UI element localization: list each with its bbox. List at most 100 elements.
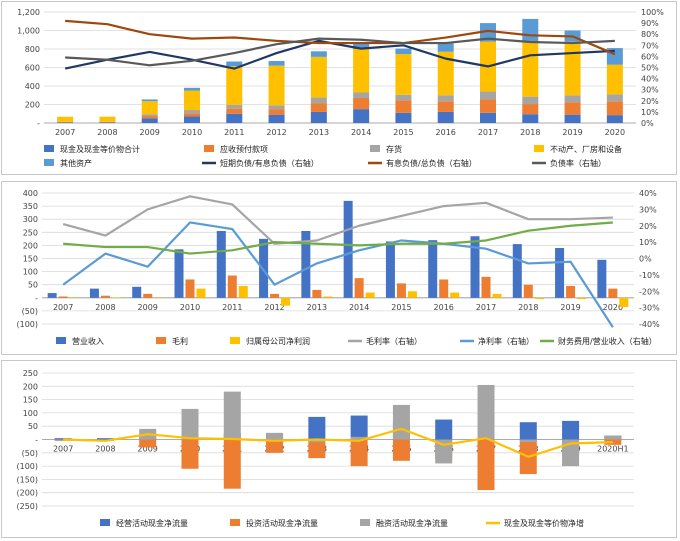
y-tick-label: 600 [25, 64, 40, 73]
x-tick-label: 2008 [95, 303, 115, 312]
y-tick-label: 100 [23, 268, 38, 277]
bar [395, 112, 412, 123]
bar [343, 200, 353, 298]
bar [308, 416, 326, 440]
bar [396, 283, 406, 298]
bar [310, 97, 327, 104]
bar [268, 114, 285, 123]
y2-tick-label: 100% [641, 8, 664, 17]
legend-label: 存货 [386, 144, 402, 154]
legend-swatch [534, 145, 544, 152]
bar [184, 87, 200, 91]
y-tick-label: 300 [23, 215, 38, 224]
legend-swatch [360, 519, 370, 526]
bar [310, 103, 327, 112]
bar [437, 95, 454, 102]
series-line [63, 427, 613, 458]
y-tick-label: 800 [25, 45, 40, 54]
legend-label: 归属母公司净利润 [246, 336, 310, 346]
cashflow-chart: 250 200 150 100 50 - (50) (100) (150) (200) (250) 2… [16, 369, 634, 528]
y2-tick-label: 40% [639, 189, 657, 198]
legend-label: 有息负债/总负债（右轴） [386, 158, 477, 168]
bar [226, 108, 243, 114]
series-line [63, 221, 613, 255]
bar [301, 230, 311, 298]
bar [154, 297, 164, 298]
bar [181, 408, 199, 440]
x-tick-label: 2012 [264, 303, 284, 312]
bar [238, 286, 248, 298]
bar [100, 295, 110, 298]
bar [99, 116, 116, 122]
bar [350, 436, 368, 440]
legend-swatch [204, 145, 214, 152]
bar [353, 49, 370, 93]
bar [111, 297, 121, 299]
y2-tick-label: 90% [641, 19, 659, 28]
bar [480, 23, 496, 42]
y-tick-label: 200 [25, 101, 40, 110]
x-tick-label: 2020 [603, 303, 623, 312]
y2-tick-label: 70% [641, 41, 659, 50]
x-tick-label: 2007 [55, 128, 75, 137]
assets-liabilities-chart-panel: - 200 400 600 800 1,000 1,200 0% 10% 20% 30% 40% 50%… [1, 1, 677, 175]
legend-label: 投资活动现金净流量 [246, 518, 318, 528]
legend-label: 负债率（右轴） [550, 158, 606, 168]
bar [577, 297, 587, 300]
bar [226, 104, 243, 109]
legend-swatch [56, 337, 66, 344]
y-tick-label: - [35, 436, 38, 445]
bar [606, 64, 623, 95]
y2-tick-label: 20% [639, 222, 657, 231]
bar [385, 241, 395, 298]
x-tick-label: 2020 [605, 128, 625, 137]
bar [562, 439, 580, 467]
series-line [65, 37, 615, 67]
bar [308, 439, 326, 459]
x-tick-label: 2017 [476, 303, 496, 312]
y-tick-label: (50) [22, 307, 38, 316]
bar [522, 104, 539, 115]
y-tick-label: (100) [16, 462, 38, 471]
bar [480, 91, 496, 100]
y2-tick-label: 10% [641, 108, 659, 117]
legend-label: 净利率（右轴） [478, 336, 534, 346]
y2-tick-label: 30% [639, 205, 657, 214]
legend-label: 毛利 [172, 336, 188, 346]
legend-label: 应收预付款项 [220, 144, 268, 154]
bar [141, 99, 158, 102]
bar [132, 286, 142, 298]
y-tick-label: 150 [23, 255, 38, 264]
bar [470, 236, 480, 298]
bar [492, 293, 502, 298]
y-tick-label: 250 [23, 369, 38, 378]
bar [310, 56, 327, 98]
legend-label: 经营活动现金净流量 [116, 518, 188, 528]
series-line [64, 39, 615, 70]
x-tick-label: 2010 [180, 303, 200, 312]
bar [353, 42, 370, 49]
bar [604, 435, 622, 440]
x-tick-label: 2008 [97, 128, 117, 137]
x-tick-label: 2015 [393, 128, 413, 137]
bar [216, 230, 226, 298]
bar [350, 439, 368, 467]
x-tick-label: 2007 [53, 445, 73, 454]
x-tick-label: 2011 [224, 128, 244, 137]
bar [184, 110, 200, 114]
bar [226, 113, 243, 123]
y2-tick-label: 10% [639, 238, 657, 247]
bar [392, 439, 410, 461]
bar [308, 439, 326, 443]
bar [270, 293, 280, 298]
bar [350, 415, 368, 440]
y2-tick-label: -40% [639, 320, 660, 329]
bar [512, 244, 522, 298]
legend-label: 现金及现金等价物合计 [60, 144, 140, 154]
bar [310, 51, 327, 57]
y2-tick-label: 30% [641, 86, 659, 95]
legend-swatch [44, 145, 54, 152]
bar [184, 116, 200, 123]
legend-swatch [230, 519, 240, 526]
bar [184, 113, 200, 117]
